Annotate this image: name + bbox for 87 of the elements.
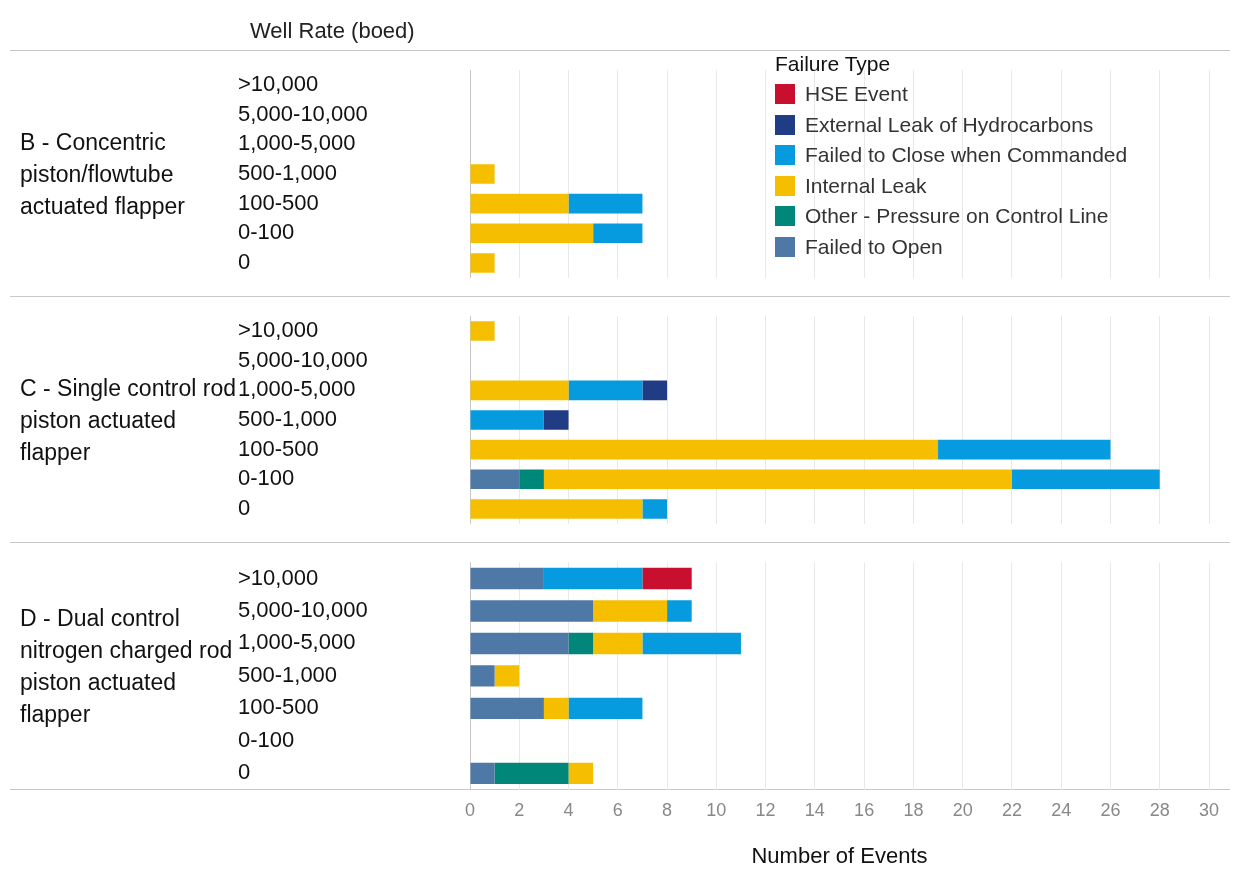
y-tick-label: 500-1,000 xyxy=(238,160,338,186)
x-tick-label: 16 xyxy=(854,799,875,820)
y-tick-label: 1,000-5,000 xyxy=(238,376,356,402)
bar xyxy=(519,469,544,490)
bar xyxy=(642,499,668,519)
bar xyxy=(543,410,569,430)
text: D - Dual control nitrogen charged rod piston actuated flapper xyxy=(20,605,233,727)
bar xyxy=(470,193,569,214)
y-tick-label: >10,000 xyxy=(238,564,319,590)
legend-label: Other - Pressure on Control Line xyxy=(805,204,1109,229)
y-tick-label: 1,000-5,000 xyxy=(238,629,356,655)
x-tick-label: 22 xyxy=(1001,799,1022,820)
bar xyxy=(470,469,520,490)
bar xyxy=(470,380,569,401)
x-tick-label: 28 xyxy=(1149,799,1170,820)
x-tick-label: 14 xyxy=(804,799,825,820)
y-tick-label: 100-500 xyxy=(238,694,319,720)
bar xyxy=(568,697,643,720)
bar xyxy=(470,600,594,622)
bar xyxy=(642,632,741,655)
y-tick-label: 0 xyxy=(238,249,251,275)
bar xyxy=(593,600,668,622)
x-tick-label: 4 xyxy=(563,799,574,820)
bar xyxy=(938,439,1111,460)
y-tick-label: 0 xyxy=(238,495,251,521)
bar xyxy=(470,253,495,273)
bar xyxy=(543,567,643,590)
bar xyxy=(470,567,544,590)
x-tick-label: 6 xyxy=(612,799,623,820)
x-tick-label: 20 xyxy=(952,799,973,820)
bar xyxy=(470,632,569,655)
bar xyxy=(470,439,939,460)
bar xyxy=(470,164,495,184)
bar xyxy=(568,193,643,214)
x-axis-title: Number of Events xyxy=(751,842,928,868)
text: B - Concentric piston/flowtube actuated flapper xyxy=(20,129,185,219)
bar xyxy=(593,632,643,655)
y-tick-label: 0-100 xyxy=(238,726,295,752)
bar xyxy=(667,600,692,622)
legend-title: Failure Type xyxy=(775,52,892,76)
y-tick-label: 500-1,000 xyxy=(238,406,338,432)
bar xyxy=(494,665,520,687)
y-tick-label: 1,000-5,000 xyxy=(238,130,356,156)
bar xyxy=(470,665,495,687)
y-tick-label: 100-500 xyxy=(238,189,319,215)
y-tick-label: 5,000-10,000 xyxy=(238,346,368,372)
bar xyxy=(543,469,1012,490)
x-tick-label: 0 xyxy=(464,799,476,820)
legend-label: External Leak of Hydrocarbons xyxy=(805,112,1094,137)
x-tick-label: 18 xyxy=(903,799,924,820)
y-tick-label: >10,000 xyxy=(238,71,319,97)
y-tick-label: 100-500 xyxy=(238,435,319,461)
y-tick-label: 0 xyxy=(238,759,251,785)
legend-label: Failed to Close when Commanded xyxy=(805,143,1128,168)
bar xyxy=(470,321,495,341)
x-tick-label: 10 xyxy=(706,799,727,820)
bar xyxy=(470,697,544,720)
x-tick-label: 30 xyxy=(1198,799,1220,820)
bar xyxy=(543,697,569,720)
bar xyxy=(1011,469,1160,490)
bar xyxy=(470,762,495,785)
bar xyxy=(568,380,643,401)
x-tick-label: 8 xyxy=(662,799,673,820)
y-tick-label: 5,000-10,000 xyxy=(238,596,368,622)
y-tick-label: >10,000 xyxy=(238,317,319,343)
bar xyxy=(494,762,569,785)
y-tick-label: 500-1,000 xyxy=(238,661,338,687)
bar xyxy=(470,499,643,519)
bar xyxy=(568,632,594,655)
x-tick-label: 26 xyxy=(1100,799,1121,820)
y-axis-title: Well Rate (boed) xyxy=(250,18,415,44)
bar xyxy=(470,223,594,244)
bar xyxy=(470,410,544,430)
x-tick-label: 2 xyxy=(514,799,525,820)
x-tick-label: 12 xyxy=(755,799,776,820)
legend-label: Failed to Open xyxy=(805,234,943,259)
y-tick-label: 0-100 xyxy=(238,465,295,491)
bar xyxy=(642,567,692,590)
legend-label: HSE Event xyxy=(805,82,908,107)
text: C - Single control rod piston actuated flapper xyxy=(20,375,237,465)
bar xyxy=(642,380,668,401)
x-tick-label: 24 xyxy=(1051,799,1072,820)
legend-label: Internal Leak xyxy=(805,173,927,198)
bar xyxy=(568,762,594,785)
bar xyxy=(593,223,643,244)
y-tick-label: 5,000-10,000 xyxy=(238,100,368,126)
y-tick-label: 0-100 xyxy=(238,219,295,245)
